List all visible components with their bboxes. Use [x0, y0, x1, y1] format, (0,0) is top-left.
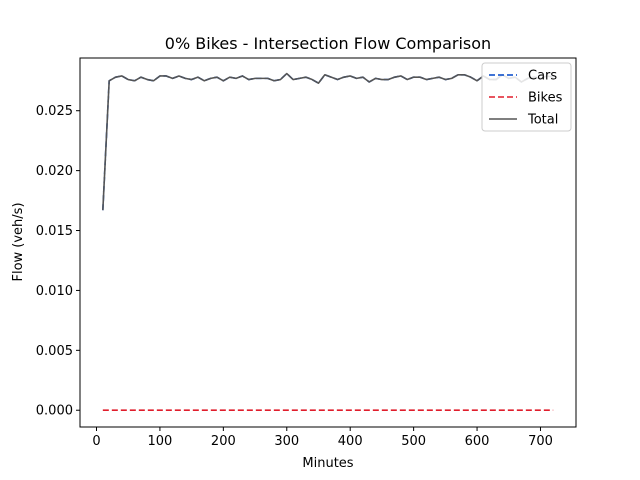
series-layer	[102, 72, 554, 412]
y-tick-label: 0.015	[36, 224, 73, 239]
legend: Cars Bikes Total	[481, 62, 572, 132]
x-axis: 0 100 200 300 400 500 600 700	[92, 427, 553, 449]
legend-label-bikes: Bikes	[528, 91, 563, 106]
x-tick-label: 600	[465, 434, 490, 449]
plot-frame	[79, 57, 577, 428]
legend-box	[481, 62, 572, 132]
y-axis: 0.000 0.005 0.010 0.015 0.020 0.025	[36, 104, 80, 419]
chart-title: 0% Bikes - Intersection Flow Comparison	[165, 34, 491, 53]
y-tick-label: 0.005	[36, 344, 73, 359]
x-axis-label: Minutes	[302, 456, 353, 471]
y-tick-label: 0.020	[36, 164, 73, 179]
x-tick-label: 0	[92, 434, 100, 449]
plot-area	[79, 57, 577, 428]
x-tick-label: 500	[401, 434, 426, 449]
y-axis-label: Flow (veh/s)	[11, 202, 26, 281]
y-tick-label: 0.000	[36, 404, 73, 419]
x-tick-label: 300	[274, 434, 299, 449]
series-line-total	[102, 72, 554, 211]
x-tick-label: 700	[528, 434, 553, 449]
y-tick-label: 0.010	[36, 284, 73, 299]
legend-label-total: Total	[527, 113, 558, 128]
y-tick-label: 0.025	[36, 104, 73, 119]
x-tick-label: 400	[338, 434, 363, 449]
legend-label-cars: Cars	[528, 69, 557, 84]
x-tick-label: 200	[211, 434, 236, 449]
x-tick-label: 100	[148, 434, 173, 449]
